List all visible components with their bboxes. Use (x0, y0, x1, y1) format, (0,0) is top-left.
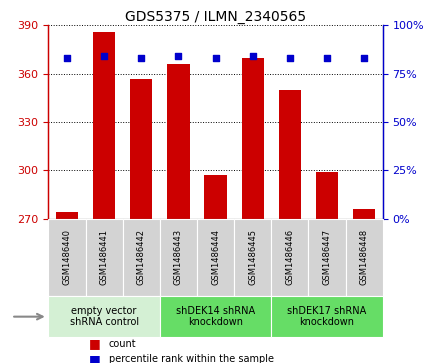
Bar (160, 219, 197, 296)
Text: empty vector
shRNA control: empty vector shRNA control (70, 306, 139, 327)
Text: GSM1486444: GSM1486444 (211, 229, 220, 285)
Point (212, 56, 219, 61)
Bar (205, 175, 227, 219)
Bar (48, 296, 160, 337)
Text: count: count (109, 339, 136, 348)
Title: GDS5375 / ILMN_2340565: GDS5375 / ILMN_2340565 (125, 11, 306, 24)
Bar (48, 219, 85, 296)
Bar (160, 296, 271, 337)
Text: shDEK14 shRNA
knockdown: shDEK14 shRNA knockdown (176, 306, 255, 327)
Point (286, 56, 293, 61)
Text: GSM1486448: GSM1486448 (360, 229, 369, 285)
Bar (85, 219, 123, 296)
Text: ■: ■ (88, 337, 100, 350)
Bar (93, 32, 115, 219)
Bar (316, 172, 338, 219)
Point (101, 53, 108, 59)
Text: GSM1486445: GSM1486445 (248, 229, 257, 285)
Text: shDEK17 shRNA
knockdown: shDEK17 shRNA knockdown (287, 306, 367, 327)
Bar (56, 212, 78, 219)
Bar (234, 219, 271, 296)
Text: GSM1486442: GSM1486442 (137, 229, 146, 285)
Bar (353, 209, 375, 219)
Bar (279, 90, 301, 219)
Text: percentile rank within the sample: percentile rank within the sample (109, 354, 274, 363)
Point (249, 53, 256, 59)
Point (361, 56, 368, 61)
Bar (130, 78, 152, 219)
Point (323, 56, 330, 61)
Text: GSM1486441: GSM1486441 (99, 229, 109, 285)
Bar (271, 296, 383, 337)
Point (138, 56, 145, 61)
Text: GSM1486446: GSM1486446 (286, 229, 294, 285)
Point (175, 53, 182, 59)
Text: GSM1486443: GSM1486443 (174, 229, 183, 285)
Bar (197, 219, 234, 296)
Text: GSM1486440: GSM1486440 (62, 229, 71, 285)
Bar (123, 219, 160, 296)
Bar (167, 64, 190, 219)
Bar (242, 58, 264, 219)
Bar (346, 219, 383, 296)
Bar (308, 219, 346, 296)
Point (63, 56, 70, 61)
Text: GSM1486447: GSM1486447 (323, 229, 332, 285)
Text: ■: ■ (88, 353, 100, 363)
Bar (271, 219, 308, 296)
